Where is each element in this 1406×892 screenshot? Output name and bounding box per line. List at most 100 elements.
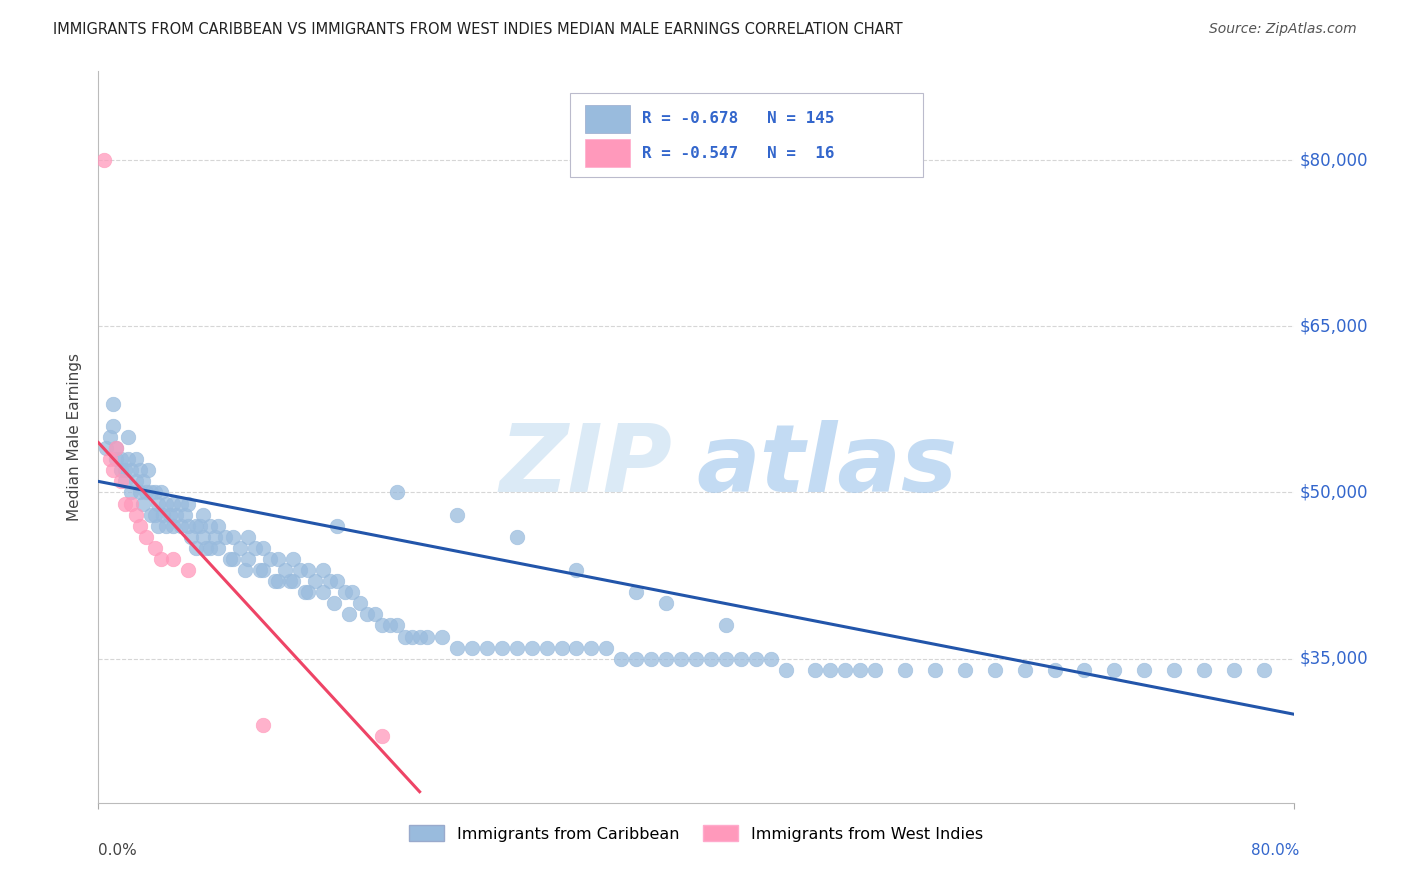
Point	[214, 530, 236, 544]
FancyBboxPatch shape	[585, 105, 630, 133]
Point	[297, 585, 319, 599]
Point	[349, 596, 371, 610]
Point	[984, 663, 1007, 677]
Point	[326, 574, 349, 589]
Point	[135, 485, 157, 500]
Point	[236, 552, 259, 566]
Point	[125, 452, 148, 467]
Point	[132, 475, 155, 489]
Point	[610, 651, 633, 665]
Point	[294, 585, 316, 599]
Point	[278, 574, 301, 589]
Point	[252, 718, 274, 732]
Point	[394, 630, 416, 644]
Point	[252, 563, 274, 577]
Point	[177, 518, 200, 533]
Point	[669, 651, 692, 665]
Point	[342, 585, 364, 599]
Point	[162, 497, 184, 511]
Point	[200, 541, 222, 555]
Point	[219, 552, 242, 566]
Point	[143, 485, 166, 500]
Point	[385, 618, 409, 632]
Point	[136, 463, 159, 477]
Point	[408, 630, 430, 644]
Point	[1253, 663, 1275, 677]
Point	[385, 485, 409, 500]
Point	[200, 518, 222, 533]
Point	[1104, 663, 1126, 677]
Point	[105, 441, 128, 455]
Text: $35,000: $35,000	[1299, 649, 1368, 668]
Point	[150, 485, 173, 500]
Point	[759, 651, 782, 665]
Point	[204, 530, 226, 544]
Point	[148, 518, 170, 533]
Point	[520, 640, 543, 655]
Point	[1043, 663, 1066, 677]
Point	[894, 663, 917, 677]
Point	[180, 530, 202, 544]
Point	[1223, 663, 1246, 677]
Point	[640, 651, 662, 665]
Point	[252, 541, 274, 555]
Point	[169, 518, 191, 533]
Text: ZIP: ZIP	[499, 420, 672, 512]
Point	[177, 563, 200, 577]
Point	[174, 508, 197, 522]
Point	[714, 618, 737, 632]
Text: IMMIGRANTS FROM CARIBBEAN VS IMMIGRANTS FROM WEST INDIES MEDIAN MALE EARNINGS CO: IMMIGRANTS FROM CARIBBEAN VS IMMIGRANTS …	[53, 22, 903, 37]
Text: Source: ZipAtlas.com: Source: ZipAtlas.com	[1209, 22, 1357, 37]
Point	[446, 640, 468, 655]
Point	[114, 475, 136, 489]
Point	[191, 530, 214, 544]
Point	[207, 541, 229, 555]
Point	[745, 651, 768, 665]
Point	[323, 596, 346, 610]
Point	[139, 485, 162, 500]
Point	[129, 485, 152, 500]
Point	[401, 630, 423, 644]
Point	[259, 552, 281, 566]
Point	[152, 508, 174, 522]
Text: atlas: atlas	[696, 420, 957, 512]
Legend: Immigrants from Caribbean, Immigrants from West Indies: Immigrants from Caribbean, Immigrants fr…	[401, 817, 991, 850]
Point	[155, 518, 177, 533]
Point	[103, 463, 125, 477]
Text: $65,000: $65,000	[1299, 318, 1368, 335]
Point	[162, 518, 184, 533]
Point	[114, 497, 136, 511]
Point	[1163, 663, 1185, 677]
Point	[191, 508, 214, 522]
Point	[371, 618, 394, 632]
Point	[143, 508, 166, 522]
Point	[364, 607, 387, 622]
Point	[685, 651, 707, 665]
Point	[304, 574, 326, 589]
Point	[565, 640, 588, 655]
Point	[655, 651, 678, 665]
Text: 0.0%: 0.0%	[98, 843, 138, 858]
Point	[775, 663, 797, 677]
Point	[129, 518, 152, 533]
Point	[155, 497, 177, 511]
Point	[169, 497, 191, 511]
Point	[326, 518, 349, 533]
Point	[430, 630, 453, 644]
Point	[311, 563, 333, 577]
Point	[117, 430, 139, 444]
Point	[195, 541, 218, 555]
Point	[132, 497, 155, 511]
Point	[356, 607, 378, 622]
Point	[120, 485, 142, 500]
Point	[953, 663, 976, 677]
Point	[865, 663, 887, 677]
Point	[475, 640, 498, 655]
Point	[550, 640, 572, 655]
Point	[110, 475, 132, 489]
Point	[297, 563, 319, 577]
Point	[730, 651, 752, 665]
Point	[143, 541, 166, 555]
Point	[105, 452, 128, 467]
Point	[714, 651, 737, 665]
